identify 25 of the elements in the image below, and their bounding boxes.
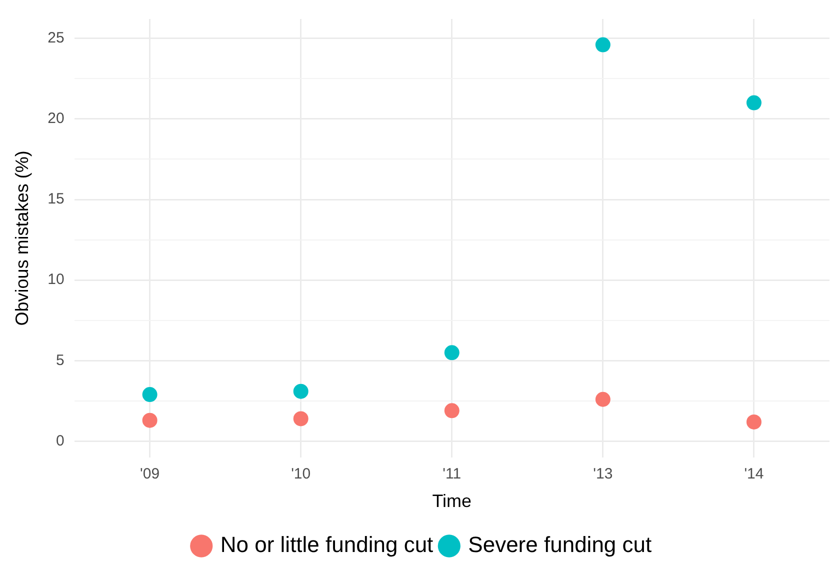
point <box>746 414 762 430</box>
x-tick-label: '11 <box>442 466 462 483</box>
legend-label: Severe funding cut <box>468 532 652 558</box>
y-axis-title: Obvious mistakes (%) <box>12 150 32 326</box>
y-tick-label: 15 <box>48 190 64 208</box>
y-tick-label: 0 <box>56 432 64 450</box>
point <box>444 345 460 360</box>
y-tick-label: 10 <box>48 271 64 288</box>
point <box>142 387 158 402</box>
point <box>444 403 460 418</box>
point <box>595 37 610 52</box>
y-tick-label: 25 <box>48 29 64 46</box>
y-tick-label: 5 <box>56 352 64 369</box>
legend-label: No or little funding cut <box>220 532 434 558</box>
point <box>142 412 158 428</box>
point <box>746 95 762 110</box>
x-tick-label: '13 <box>593 466 613 483</box>
y-tick-label: 20 <box>48 110 64 128</box>
point <box>293 384 308 399</box>
point <box>595 392 610 407</box>
x-axis-title: Time <box>432 491 472 512</box>
x-tick-label: '09 <box>140 466 160 483</box>
x-tick-label: '14 <box>744 466 764 483</box>
point <box>293 411 308 426</box>
x-tick-label: '10 <box>291 466 311 483</box>
